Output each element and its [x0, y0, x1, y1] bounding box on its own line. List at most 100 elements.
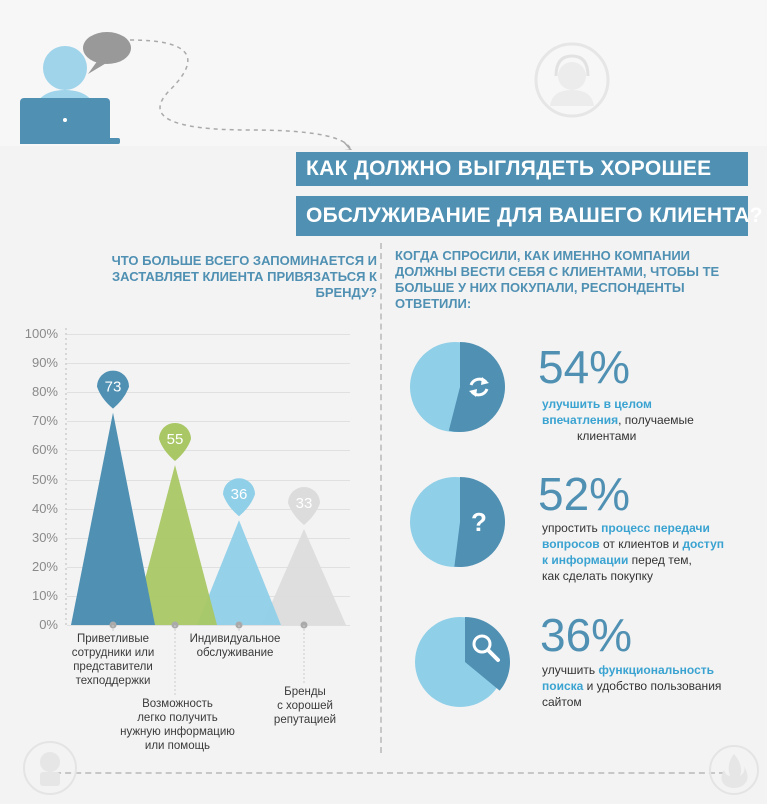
refresh-icon	[469, 377, 489, 397]
question-icon: ?	[471, 507, 487, 537]
desc-highlight: улучшить в целом	[542, 397, 652, 411]
gridline	[67, 392, 350, 394]
gridline	[67, 537, 350, 539]
gridline	[67, 450, 350, 452]
y-tick-label: 70%	[31, 413, 58, 429]
label-line: легко получить	[137, 712, 218, 724]
desc-highlight: функциональность	[598, 663, 715, 677]
y-tick-label: 50%	[31, 471, 58, 487]
label-line: представители	[73, 661, 153, 673]
y-tick-label: 20%	[31, 558, 58, 574]
desc-text: от клиентов и	[599, 537, 683, 551]
label-line: сотрудники или	[71, 647, 155, 659]
label-line: обслуживание	[196, 647, 274, 659]
gridline	[67, 566, 350, 568]
desc-text: улучшить	[542, 663, 599, 677]
desc-line: клиентами	[577, 429, 637, 443]
category-label-3: Индивидуальное обслуживание	[185, 632, 285, 660]
label-line: Возможность	[142, 698, 213, 710]
chart-triangle	[133, 464, 217, 625]
chart-triangle	[71, 412, 155, 625]
desc-highlight: к информации	[542, 553, 629, 567]
pie-slice	[454, 476, 506, 567]
label-line: Бренды	[284, 686, 326, 698]
desc-highlight: впечатления	[542, 413, 619, 427]
label-line: с хорошей	[277, 700, 333, 712]
y-tick-label: 10%	[31, 587, 58, 603]
right-question: КОГДА СПРОСИЛИ, КАК ИМЕННО КОМПАНИИ ДОЛЖ…	[395, 248, 720, 311]
desc-line: впечатления, получаемые	[542, 412, 742, 428]
label-line: репутацией	[273, 714, 337, 726]
value-marker	[288, 486, 320, 525]
value-label: 73	[105, 379, 122, 396]
desc-text: , получаемые	[618, 413, 694, 427]
y-tick-label: 100%	[24, 326, 58, 341]
pie-slice	[465, 617, 510, 691]
gridline	[67, 479, 350, 481]
stat-desc-3: улучшить функциональность поиска и удобс…	[542, 662, 752, 710]
headset-icon	[534, 42, 610, 118]
gridline	[67, 363, 350, 365]
desc-line: улучшить функциональность	[542, 662, 752, 678]
title-banner-1: КАК ДОЛЖНО ВЫГЛЯДЕТЬ ХОРОШЕЕ	[296, 152, 748, 186]
y-tick-label: 90%	[31, 355, 58, 371]
gridline	[67, 508, 350, 510]
chart-triangle	[197, 520, 281, 625]
gridline	[67, 421, 350, 423]
y-tick-label: 80%	[31, 384, 58, 400]
value-label: 33	[296, 495, 313, 512]
stat-percent-1: 54%	[538, 341, 631, 393]
desc-highlight: доступ	[682, 537, 724, 551]
vertical-divider	[380, 243, 382, 753]
chart-triangle	[262, 528, 346, 625]
category-label-2: Возможность легко получить нужную информ…	[120, 697, 235, 753]
gridline	[67, 625, 350, 626]
desc-text: перед тем,	[628, 553, 692, 567]
y-tick-label: 0%	[39, 617, 58, 632]
chef-icon	[23, 741, 77, 795]
search-icon	[472, 634, 500, 662]
y-tick-label: 60%	[31, 442, 58, 458]
y-tick-label: 40%	[31, 500, 58, 516]
gridline	[67, 334, 350, 335]
page-title-line1: КАК ДОЛЖНО ВЫГЛЯДЕТЬ ХОРОШЕЕ	[306, 157, 712, 180]
speech-bubble-icon	[83, 32, 131, 64]
label-line: Приветливые	[77, 633, 149, 645]
value-marker	[97, 370, 129, 409]
stat-percent-3: 36%	[540, 609, 633, 661]
svg-text:?: ?	[471, 507, 487, 537]
customer-illustration	[20, 32, 352, 150]
label-line: техподдержки	[75, 675, 151, 687]
value-marker	[159, 422, 191, 461]
desc-highlight: вопросов	[542, 537, 600, 551]
head-shape	[43, 46, 87, 90]
title-banner-2: ОБСЛУЖИВАНИЕ ДЛЯ ВАШЕГО КЛИЕНТА?	[296, 196, 763, 236]
desc-line: к информации перед тем,	[542, 552, 752, 568]
desc-highlight: поиска	[542, 679, 584, 693]
label-line: или помощь	[144, 740, 211, 752]
desc-text: и удобство пользования	[583, 679, 722, 693]
page-title-line2: ОБСЛУЖИВАНИЕ ДЛЯ ВАШЕГО КЛИЕНТА?	[306, 204, 763, 227]
desc-line: как сделать покупку	[542, 569, 653, 583]
header-band	[0, 0, 767, 146]
category-label-1: Приветливые сотрудники или представители…	[63, 632, 163, 688]
desc-highlight: процесс передачи	[601, 521, 710, 535]
desc-text: упростить	[542, 521, 602, 535]
horizontal-divider	[45, 772, 725, 774]
stat-desc-2: упростить процесс передачи вопросов от к…	[542, 520, 752, 584]
desc-line: упростить процесс передачи	[542, 520, 752, 536]
desc-line: поиска и удобство пользования	[542, 678, 752, 694]
stat-percent-2: 52%	[538, 468, 631, 520]
stat-desc-1: улучшить в целом впечатления, получаемые…	[542, 396, 742, 444]
value-label: 36	[231, 486, 248, 503]
desc-line: сайтом	[542, 695, 582, 709]
value-marker	[223, 478, 255, 517]
label-line: Индивидуальное	[189, 633, 281, 645]
value-label: 55	[167, 431, 184, 448]
desc-line: вопросов от клиентов и доступ	[542, 536, 752, 552]
y-tick-label: 30%	[31, 529, 58, 545]
pie-slice	[448, 342, 506, 432]
category-label-4: Бренды с хорошей репутацией	[255, 685, 355, 727]
